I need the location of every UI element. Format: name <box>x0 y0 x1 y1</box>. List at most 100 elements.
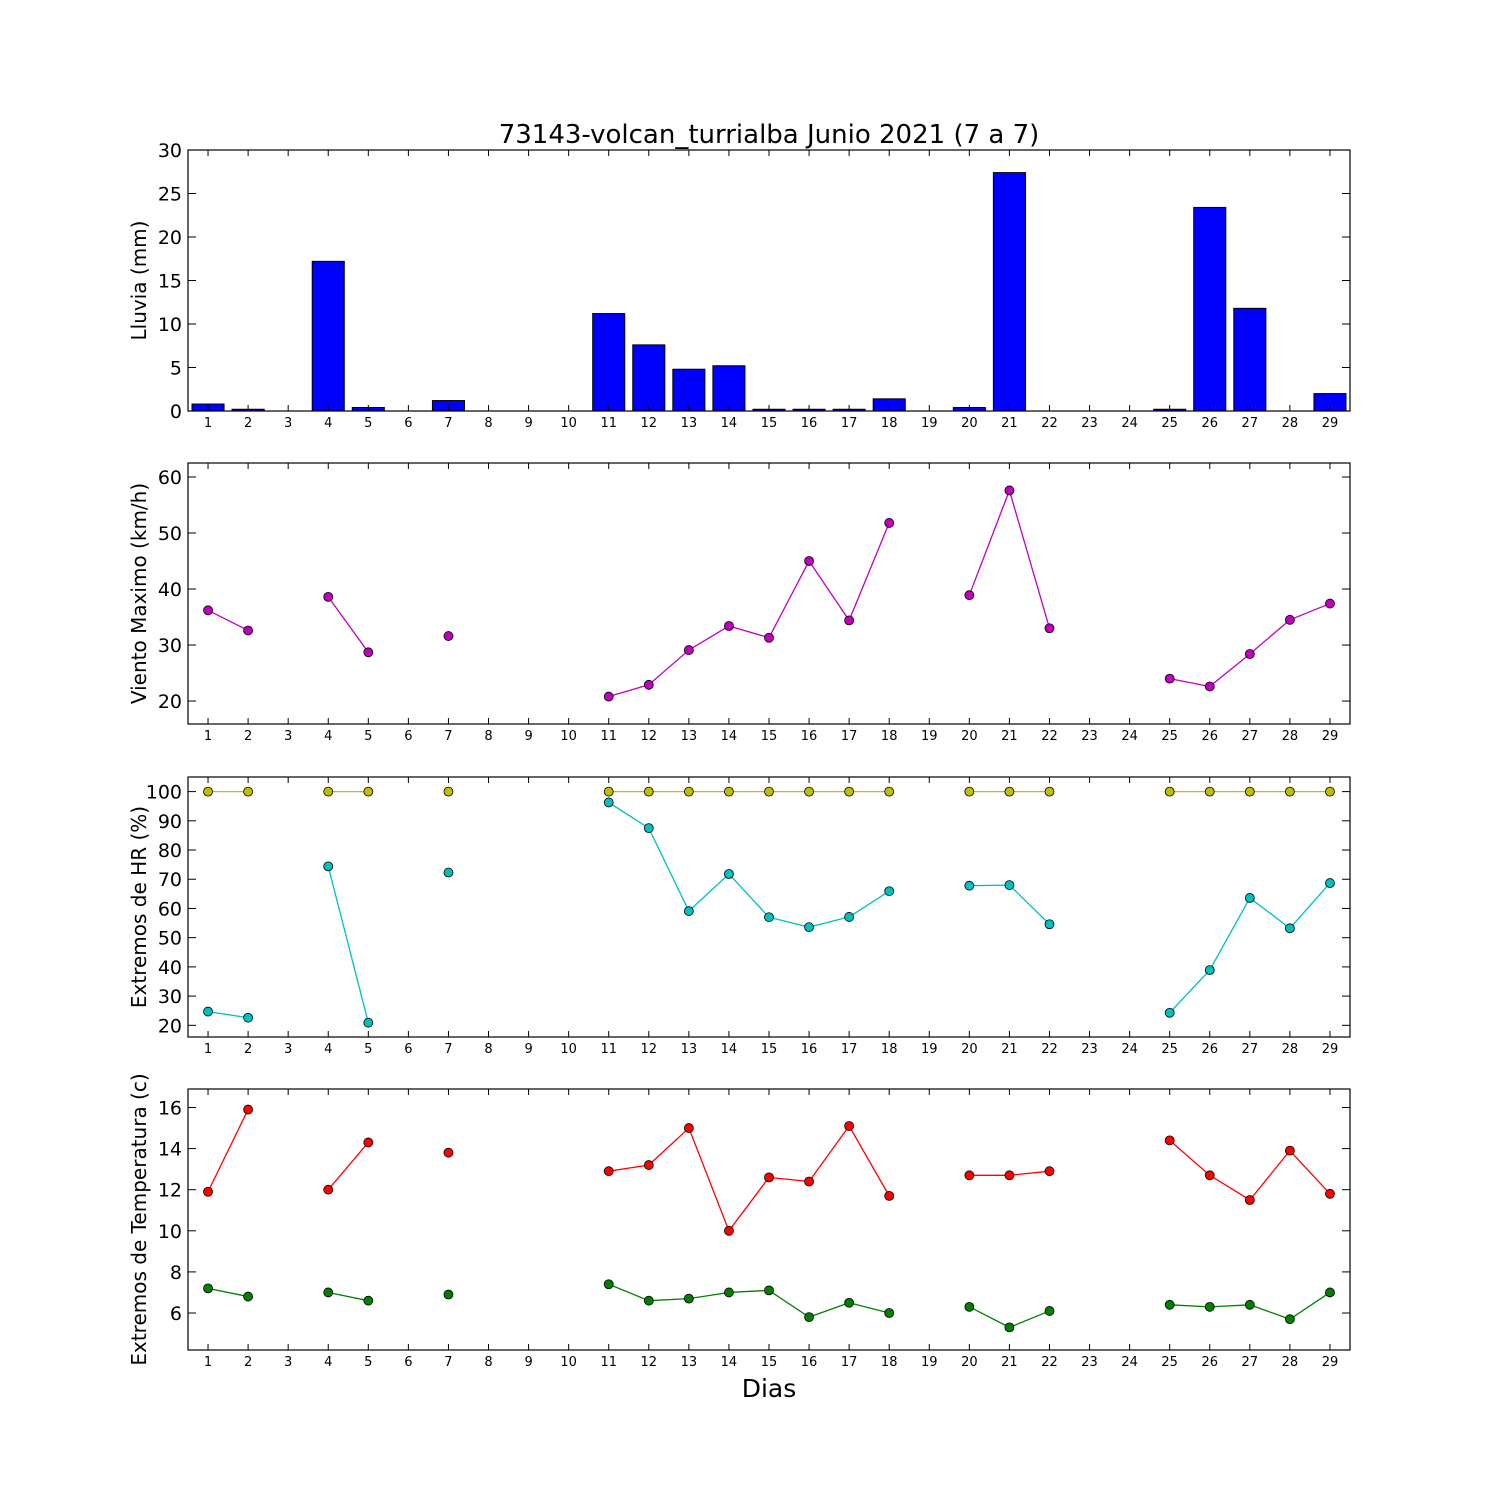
humidity-xtick-label: 25 <box>1161 1042 1178 1057</box>
humidity-series-0-point-day-26 <box>1204 786 1215 797</box>
humidity-series-0-point-day-21 <box>1004 786 1015 797</box>
temperature-series-1-point-day-18 <box>884 1308 895 1318</box>
max-wind-series-0-segment <box>648 649 690 686</box>
x-axis-label: Dias <box>742 1374 797 1403</box>
humidity-series-0-point-day-18 <box>884 786 895 797</box>
max-wind-xtick-label: 6 <box>404 729 412 744</box>
rainfall-xtick-label: 10 <box>560 416 577 431</box>
humidity-series-1-segment <box>1249 897 1291 929</box>
max-wind-series-0-point-day-11 <box>603 691 614 702</box>
rainfall-xtick-label: 17 <box>841 416 858 431</box>
max-wind-ytick-label: 50 <box>158 523 182 545</box>
humidity-series-0-point-day-27 <box>1244 786 1255 797</box>
rainfall-bar-day-21 <box>992 172 1026 412</box>
temperature-xtick-label: 12 <box>641 1355 658 1370</box>
max-wind-series-0-segment <box>207 609 249 632</box>
humidity-series-0-point-day-29 <box>1325 786 1335 797</box>
max-wind-series-0-point-day-17 <box>844 615 855 626</box>
temperature-series-1-point-day-26 <box>1204 1301 1215 1312</box>
temperature-xtick-label: 23 <box>1081 1355 1098 1370</box>
humidity-xtick-label: 29 <box>1322 1042 1339 1057</box>
temperature-series-0-segment <box>648 1127 690 1166</box>
max-wind-series-0-segment <box>968 490 1011 596</box>
humidity-ylabel: Extremos de HR (%) <box>127 806 151 1008</box>
max-wind-series-0-point-day-20 <box>964 590 975 601</box>
temperature-series-1-segment <box>648 1297 689 1302</box>
temperature-series-1-point-day-1 <box>203 1283 213 1294</box>
rainfall-bar-day-14 <box>712 365 746 412</box>
temperature-series-0-segment <box>1289 1150 1331 1195</box>
temperature-series-1-point-day-25 <box>1164 1299 1175 1310</box>
rainfall-xtick-label: 9 <box>524 416 532 431</box>
humidity-series-1-segment <box>688 873 730 912</box>
humidity-xtick-label: 10 <box>560 1042 577 1057</box>
humidity-xtick-label: 28 <box>1282 1042 1299 1057</box>
rainfall-xtick-label: 4 <box>324 416 332 431</box>
temperature-series-1-segment <box>1169 1304 1210 1308</box>
max-wind-series-0-point-day-7 <box>443 631 454 641</box>
max-wind-series-0-segment <box>808 560 850 621</box>
temperature-xtick-label: 6 <box>404 1355 412 1370</box>
temperature-xtick-label: 18 <box>881 1355 898 1370</box>
temperature-series-0-point-day-16 <box>804 1176 814 1187</box>
humidity-series-1-segment <box>808 916 850 928</box>
temperature-series-0-point-day-12 <box>643 1160 654 1170</box>
temperature-series-0-point-day-7 <box>443 1147 454 1158</box>
humidity-ytick-label: 40 <box>158 957 182 979</box>
humidity-ytick-label: 50 <box>158 928 182 950</box>
humidity-xtick-label: 15 <box>761 1042 778 1057</box>
temperature-series-1-point-day-5 <box>363 1295 374 1306</box>
humidity-series-1-segment <box>207 1010 249 1019</box>
humidity-series-1-point-day-12 <box>643 823 654 834</box>
max-wind-series-0-segment <box>848 522 890 621</box>
temperature-xtick-label: 2 <box>244 1355 252 1370</box>
humidity-xtick-label: 1 <box>204 1042 212 1057</box>
max-wind-xtick-label: 29 <box>1322 729 1339 744</box>
humidity-series-0-point-day-20 <box>964 786 975 797</box>
max-wind-series-0-segment <box>768 560 810 639</box>
humidity-xtick-label: 7 <box>444 1042 452 1057</box>
rainfall-ytick-label: 25 <box>158 184 182 206</box>
max-wind-series-0-point-day-1 <box>203 605 213 616</box>
temperature-xtick-label: 11 <box>600 1355 617 1370</box>
temperature-xtick-label: 14 <box>721 1355 738 1370</box>
humidity-series-1-point-day-18 <box>884 886 895 897</box>
humidity-series-1-segment <box>327 866 369 1023</box>
temperature-series-0-segment <box>1209 1174 1251 1201</box>
max-wind-xtick-label: 17 <box>841 729 858 744</box>
max-wind-ylabel: Viento Maximo (km/h) <box>127 483 151 704</box>
humidity-series-1-point-day-29 <box>1325 878 1335 888</box>
humidity-xtick-label: 5 <box>364 1042 372 1057</box>
rainfall-ytick-label: 10 <box>158 314 182 336</box>
humidity-xtick-label: 11 <box>600 1042 617 1057</box>
humidity-series-1-point-day-26 <box>1204 965 1215 975</box>
temperature-series-0-point-day-22 <box>1044 1166 1055 1177</box>
max-wind-series-0-segment <box>688 625 730 651</box>
max-wind-xtick-label: 3 <box>284 729 292 744</box>
rainfall-xtick-label: 20 <box>961 416 978 431</box>
temperature-series-0-segment <box>327 1142 369 1191</box>
temperature-xtick-label: 3 <box>284 1355 292 1370</box>
rainfall-xtick-label: 15 <box>761 416 778 431</box>
temperature-series-0-point-day-26 <box>1204 1170 1215 1181</box>
max-wind-series-0-point-day-15 <box>764 632 774 643</box>
temperature-series-0-point-day-28 <box>1285 1145 1295 1156</box>
humidity-series-0-point-day-25 <box>1164 786 1175 797</box>
humidity-series-1-segment <box>848 890 890 918</box>
rainfall-xtick-label: 6 <box>404 416 412 431</box>
temperature-series-0-segment <box>768 1176 810 1183</box>
humidity-series-1-point-day-20 <box>964 880 975 891</box>
max-wind-plot-frame <box>187 462 1351 725</box>
max-wind-xtick-label: 5 <box>364 729 372 744</box>
humidity-series-1-point-day-13 <box>683 906 694 916</box>
max-wind-series-0-point-day-27 <box>1244 649 1255 659</box>
humidity-xtick-label: 21 <box>1001 1042 1018 1057</box>
temperature-series-0-segment <box>608 1164 649 1172</box>
max-wind-series-0-point-day-16 <box>804 556 814 566</box>
temperature-series-0-segment <box>848 1125 890 1197</box>
max-wind-series-0-segment <box>608 684 649 698</box>
rainfall-ytick-label: 30 <box>158 140 182 162</box>
temperature-xtick-label: 15 <box>761 1355 778 1370</box>
temperature-series-1-point-day-15 <box>764 1285 774 1296</box>
